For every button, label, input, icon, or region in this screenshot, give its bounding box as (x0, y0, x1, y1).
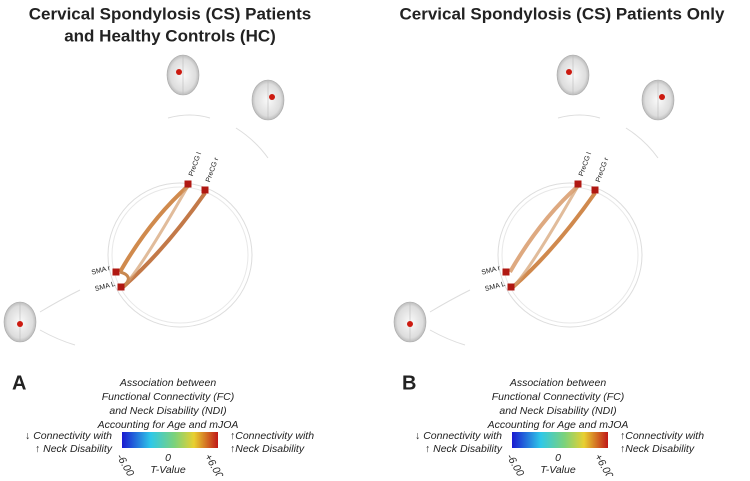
legend-caption: Association between (509, 377, 606, 389)
connection (119, 270, 130, 289)
brain-roi (269, 94, 275, 100)
panel-title: and Healthy Controls (HC) (64, 26, 276, 45)
legend-right: ↑Connectivity with (230, 430, 314, 442)
legend-right: ↑Neck Disability (230, 443, 305, 455)
colorbar-label: T-Value (540, 464, 576, 476)
legend-left: ↑ Neck Disability (425, 443, 503, 455)
node (184, 180, 192, 188)
node (507, 283, 515, 291)
node-label: PreCG r (205, 156, 221, 183)
colorbar (512, 432, 608, 448)
colorbar-tick: -6.00 (114, 452, 136, 476)
node-label: PreCG l (188, 151, 203, 177)
legend-caption: Functional Connectivity (FC) (492, 391, 624, 403)
node (117, 283, 125, 291)
colorbar-tick: +6.00 (202, 452, 226, 476)
colorbar (122, 432, 218, 448)
node (502, 268, 510, 276)
connection (508, 184, 580, 273)
legend-caption: and Neck Disability (NDI) (499, 405, 616, 417)
connectogram-ring (501, 186, 639, 324)
connectogram-ring (107, 182, 253, 328)
node-label: SMA L (484, 281, 506, 293)
colorbar-label: T-Value (150, 464, 186, 476)
legend-caption: Accounting for Age and mJOA (97, 419, 239, 431)
legend-left: ↑ Neck Disability (35, 443, 113, 455)
legend-right: ↑Neck Disability (620, 443, 695, 455)
legend-caption: Functional Connectivity (FC) (102, 391, 234, 403)
legend-left: ↓ Connectivity with (25, 430, 112, 442)
brain-roi (17, 321, 23, 327)
guide-arc (429, 114, 659, 346)
colorbar-tick: 0 (165, 452, 171, 464)
guide-arc (39, 114, 269, 346)
connection (511, 185, 580, 289)
node-label: SMA L (94, 281, 116, 293)
legend-left: ↓ Connectivity with (415, 430, 502, 442)
panel-letter: A (12, 372, 26, 394)
legend-caption: Accounting for Age and mJOA (487, 419, 629, 431)
node-label: SMA r (91, 265, 112, 277)
brain-roi (176, 69, 182, 75)
panel: Cervical Spondylosis (CS) Patients Only P… (393, 4, 726, 481)
node (591, 186, 599, 194)
connection (121, 191, 207, 289)
panel-title: Cervical Spondylosis (CS) Patients (29, 4, 311, 23)
brain-roi (407, 321, 413, 327)
node (201, 186, 209, 194)
connectogram-ring (497, 182, 643, 328)
panel-letter: B (402, 372, 416, 394)
brain-roi (659, 94, 665, 100)
legend-caption: Association between (119, 377, 216, 389)
brain-roi (566, 69, 572, 75)
node-label: PreCG l (578, 151, 593, 177)
connection (511, 191, 597, 289)
node (574, 180, 582, 188)
legend-right: ↑Connectivity with (620, 430, 704, 442)
legend-caption: and Neck Disability (NDI) (109, 405, 226, 417)
node-label: PreCG r (595, 156, 611, 183)
connectogram-ring (111, 186, 249, 324)
panel-title: Cervical Spondylosis (CS) Patients Only (400, 4, 726, 23)
panel: Cervical Spondylosis (CS) Patients and He… (3, 4, 314, 481)
colorbar-tick: +6.00 (592, 452, 616, 476)
node (112, 268, 120, 276)
colorbar-tick: -6.00 (504, 452, 526, 476)
connection (118, 184, 190, 273)
node-label: SMA r (481, 265, 502, 277)
colorbar-tick: 0 (555, 452, 561, 464)
